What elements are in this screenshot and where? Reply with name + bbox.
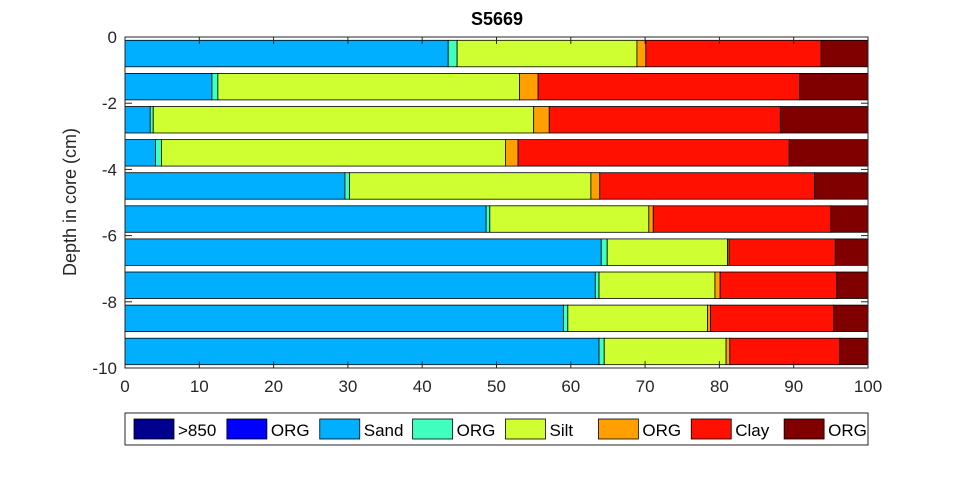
bar-segment-org-5-row-4 [590, 172, 601, 200]
bar-segment-org-7-row-1 [799, 73, 869, 101]
bar-segment-org-5-row-3 [505, 139, 519, 167]
y-axis-label: Depth in core (cm) [60, 128, 80, 276]
bar-segment-org-5-row-1 [519, 73, 539, 101]
bar-segment-clay-6-row-1 [537, 73, 801, 101]
y-tick-label: -6 [102, 227, 117, 246]
bar-segment-clay-6-row-8 [710, 304, 835, 332]
bar-segment-clay-6-row-2 [548, 106, 781, 134]
legend-swatch [783, 418, 825, 440]
x-tick-label: 20 [264, 377, 283, 396]
legend-label: ORG [271, 421, 310, 440]
legend-swatch [226, 418, 268, 440]
legend-swatch [133, 418, 175, 440]
bar-segment-org-5-row-7 [714, 271, 721, 299]
bar-segment-org-5-row-8 [707, 304, 711, 332]
bar-segment-sand-2-row-4 [124, 172, 346, 200]
bar-segment-org-3-row-8 [562, 304, 569, 332]
legend-label: >850 [178, 421, 216, 440]
bar-segment-sand-2-row-1 [124, 73, 213, 101]
legend-label: ORG [457, 421, 496, 440]
bars-layer [124, 39, 869, 366]
y-tick-label: 0 [108, 28, 117, 47]
legend-swatch [505, 418, 546, 440]
bar-segment-sand-2-row-6 [124, 238, 602, 266]
bar-segment-org-3-row-0 [447, 39, 458, 68]
bar-segment-org-7-row-5 [830, 205, 869, 233]
x-tick-label: 80 [710, 377, 729, 396]
bar-segment-org-7-row-6 [834, 238, 869, 266]
bar-segment-org-3-row-1 [211, 73, 219, 101]
legend-label: ORG [642, 421, 681, 440]
bar-segment-silt-4-row-3 [161, 139, 506, 167]
legend-label: Silt [550, 421, 574, 440]
bar-segment-clay-6-row-9 [729, 337, 841, 366]
bar-segment-silt-4-row-6 [606, 238, 728, 266]
x-tick-label: 100 [854, 377, 882, 396]
bar-segment-org-5-row-5 [648, 205, 654, 233]
bar-segment-org-3-row-3 [155, 139, 162, 167]
bar-segment-silt-4-row-4 [348, 172, 592, 200]
bar-segment-silt-4-row-1 [217, 73, 520, 101]
bar-segment-org-3-row-2 [149, 106, 154, 134]
legend-label: Clay [735, 421, 770, 440]
bar-segment-org-5-row-0 [636, 39, 647, 68]
bar-segment-org-5-row-9 [725, 337, 731, 366]
bar-segment-sand-2-row-2 [124, 106, 151, 134]
bar-segment-org-7-row-9 [839, 337, 869, 366]
chart-title: S5669 [471, 9, 523, 29]
bar-segment-org-7-row-4 [814, 172, 869, 200]
y-tick-label: -8 [102, 293, 117, 312]
bar-segment-sand-2-row-0 [124, 39, 449, 68]
legend-swatch [319, 418, 361, 440]
bar-segment-org-3-row-4 [344, 172, 350, 200]
bar-segment-clay-6-row-6 [728, 238, 836, 266]
bar-segment-org-5-row-2 [533, 106, 550, 134]
x-tick-label: 0 [120, 377, 129, 396]
bar-segment-silt-4-row-7 [598, 271, 716, 299]
x-tick-label: 90 [784, 377, 803, 396]
bar-segment-clay-6-row-3 [517, 139, 790, 167]
bar-segment-clay-6-row-7 [719, 271, 838, 299]
bar-segment-org-3-row-7 [594, 271, 600, 299]
legend-label: Sand [364, 421, 404, 440]
bar-segment-sand-2-row-7 [124, 271, 596, 299]
x-tick-label: 40 [413, 377, 432, 396]
bar-segment-silt-4-row-8 [567, 304, 708, 332]
y-tick-label: -10 [92, 359, 117, 378]
legend-swatch [690, 418, 732, 440]
bar-segment-silt-4-row-5 [489, 205, 650, 233]
bar-segment-org-7-row-8 [833, 304, 869, 332]
x-tick-label: 50 [487, 377, 506, 396]
bar-segment-clay-6-row-0 [645, 39, 822, 68]
bar-segment-org-3-row-6 [600, 238, 608, 266]
bar-segment-silt-4-row-2 [152, 106, 535, 134]
x-tick-label: 70 [636, 377, 655, 396]
legend: >850 ORG Sand ORG Silt ORG Clay ORG [124, 412, 869, 446]
bar-segment-sand-2-row-9 [124, 337, 600, 366]
legend-swatch [597, 418, 639, 440]
bar-segment-clay-6-row-4 [599, 172, 815, 200]
x-tick-label: 10 [190, 377, 209, 396]
bar-segment-sand-2-row-5 [124, 205, 487, 233]
x-tick-label: 30 [338, 377, 357, 396]
bar-segment-org-7-row-7 [836, 271, 869, 299]
bar-segment-org-3-row-9 [598, 337, 605, 366]
bar-segment-org-7-row-0 [820, 39, 869, 68]
bar-segment-silt-4-row-0 [456, 39, 638, 68]
bar-segment-silt-4-row-9 [603, 337, 727, 366]
legend-label: ORG [828, 421, 867, 440]
bar-segment-org-3-row-5 [485, 205, 491, 233]
bar-segment-org-7-row-3 [788, 139, 869, 167]
ticks-layer: 0 10 20 30 40 50 60 70 80 90 100 0 -2 -4 -6 -8 -10 [92, 28, 882, 396]
bar-segment-sand-2-row-3 [124, 139, 156, 167]
y-tick-label: -2 [102, 94, 117, 113]
x-tick-label: 60 [561, 377, 580, 396]
bar-segment-org-7-row-2 [779, 106, 869, 134]
legend-swatch [412, 418, 454, 440]
bar-segment-clay-6-row-5 [652, 205, 832, 233]
bar-segment-sand-2-row-8 [124, 304, 564, 332]
y-tick-label: -4 [102, 160, 117, 179]
